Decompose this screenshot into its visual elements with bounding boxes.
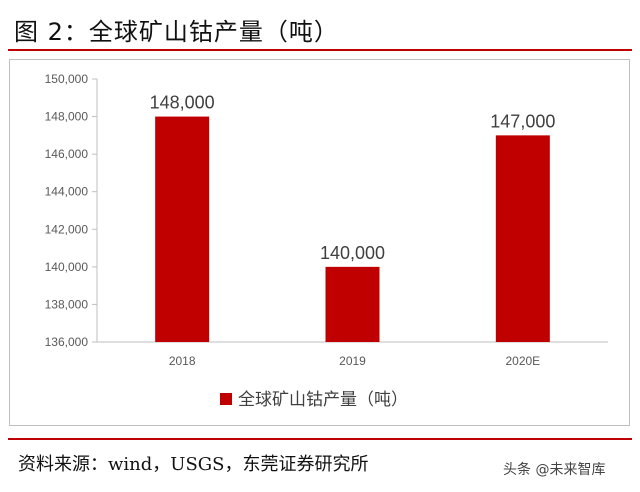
y-tick-label: 140,000 <box>45 260 89 274</box>
x-tick-label: 2019 <box>339 354 366 368</box>
y-tick-label: 148,000 <box>45 110 89 124</box>
legend-label: 全球矿山钴产量（吨） <box>238 390 408 410</box>
y-tick-label: 136,000 <box>45 335 89 349</box>
y-tick-label: 144,000 <box>45 185 89 199</box>
source-note: 资料来源：wind，USGS，东莞证券研究所 <box>18 454 369 475</box>
bottom-divider <box>8 438 632 440</box>
watermark: 头条 @未来智库 <box>503 462 606 478</box>
top-divider <box>8 49 632 51</box>
chart-frame <box>9 59 630 426</box>
y-tick-label: 150,000 <box>45 72 89 86</box>
y-tick-label: 146,000 <box>45 147 89 161</box>
x-tick-label: 2020E <box>505 354 540 368</box>
page-title: 图 2：全球矿山钴产量（吨） <box>14 18 339 46</box>
data-label: 147,000 <box>490 111 555 131</box>
x-tick-label: 2018 <box>169 354 196 368</box>
data-label: 148,000 <box>150 93 215 113</box>
y-tick-label: 142,000 <box>45 222 89 236</box>
bar <box>495 135 550 342</box>
data-label: 140,000 <box>320 243 385 263</box>
legend-swatch <box>220 393 232 405</box>
bar <box>155 116 210 342</box>
y-tick-label: 138,000 <box>45 297 89 311</box>
bar <box>325 266 380 342</box>
